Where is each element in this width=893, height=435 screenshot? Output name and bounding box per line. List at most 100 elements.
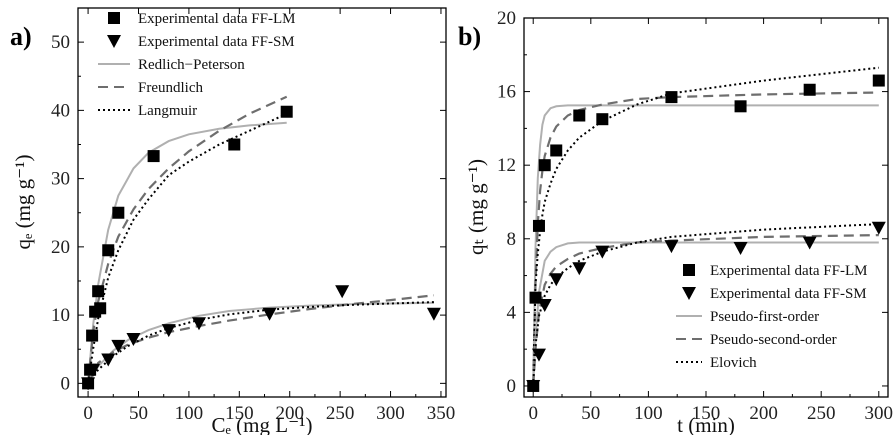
legend-label: Experimental data FF-SM	[710, 286, 867, 302]
y-tick-label: 12	[497, 155, 516, 176]
legend-symbol	[108, 12, 120, 24]
x-tick-label: 250	[326, 403, 355, 424]
data-point	[280, 105, 293, 118]
data-point	[526, 379, 541, 393]
y-tick-label: 0	[507, 376, 517, 397]
x-axis-label: Cₑ (mg L⁻¹)	[212, 413, 313, 435]
data-point	[335, 285, 350, 299]
data-point	[111, 339, 126, 353]
legend-label: Pseudo-first-order	[710, 309, 819, 325]
data-point	[101, 353, 116, 367]
data-point	[94, 302, 107, 315]
data-point	[872, 74, 885, 87]
data-point	[803, 83, 816, 96]
legend-label: Experimental data FF-SM	[138, 34, 295, 50]
data-point	[802, 236, 817, 250]
data-point	[572, 262, 587, 276]
series-line	[87, 301, 434, 384]
x-tick-label: 300	[376, 403, 405, 424]
legend: Experimental data FF-LM Experimental data…	[98, 11, 295, 119]
legend-symbol	[107, 35, 121, 48]
data-point	[573, 109, 586, 122]
data-point	[86, 363, 101, 377]
data-point	[549, 273, 564, 287]
plot-frame	[77, 7, 447, 398]
legend: Experimental data FF-LM Experimental data…	[676, 263, 867, 371]
x-tick-label: 250	[807, 403, 836, 424]
data-point	[595, 245, 610, 259]
data-point	[228, 138, 241, 151]
series-line-pseudo-first-order	[532, 104, 879, 387]
series-line	[532, 234, 879, 387]
legend-label: Freundlich	[138, 80, 203, 96]
y-tick-label: 0	[61, 373, 71, 394]
data-point	[92, 285, 105, 298]
data-point	[538, 159, 551, 172]
legend-label: Pseudo-second-order	[710, 332, 837, 348]
series-line-elovich	[532, 66, 879, 387]
x-axis-label: t (min)	[677, 413, 735, 435]
data-point	[126, 332, 141, 346]
data-point	[733, 241, 748, 255]
y-tick-label: 40	[51, 100, 70, 121]
data-point	[529, 291, 542, 304]
data-point	[550, 144, 563, 157]
legend-symbol	[682, 287, 696, 300]
legend-label: Langmuir	[138, 103, 197, 119]
data-point	[664, 240, 679, 254]
data-point	[102, 244, 115, 257]
data-point	[871, 221, 886, 235]
y-tick-label: 4	[507, 302, 517, 323]
series-line-langmuir	[87, 112, 288, 384]
legend-label: Experimental data FF-LM	[710, 263, 867, 279]
x-tick-label: 300	[865, 403, 893, 424]
legend-label: Experimental data FF-LM	[138, 11, 295, 27]
x-tick-label: 0	[83, 403, 93, 424]
data-point	[596, 113, 609, 126]
legend-symbol	[683, 264, 695, 276]
x-tick-label: 200	[275, 403, 304, 424]
series-line-freundlich	[87, 95, 288, 384]
data-point	[161, 324, 176, 338]
x-tick-label: 100	[634, 403, 663, 424]
plot-area	[81, 95, 441, 391]
y-tick-label: 16	[497, 82, 516, 103]
data-point	[734, 100, 747, 113]
series-line	[87, 301, 434, 384]
x-tick-label: 200	[749, 403, 778, 424]
data-point	[191, 317, 206, 331]
chart-panel-a: 0 50 100 150 200 250 300 350 0 10 20 30 40 50 Cₑ (mg L…	[10, 7, 456, 435]
data-point	[86, 329, 99, 342]
x-tick-label: 100	[175, 403, 204, 424]
data-point	[426, 307, 441, 321]
data-point	[112, 206, 125, 219]
data-point	[147, 150, 160, 163]
y-tick-label: 10	[51, 305, 70, 326]
chart-panel-b: 0 50 100 150 200 250 300 0 4 8 12 16 20 t (min) qₜ (mg…	[458, 8, 893, 435]
x-tick-label: 350	[427, 403, 456, 424]
data-point	[537, 299, 552, 313]
plot-area	[526, 66, 886, 393]
data-point	[532, 219, 545, 232]
x-tick-label: 150	[692, 403, 721, 424]
legend-label: Redlich−Peterson	[138, 57, 245, 73]
y-tick-label: 50	[51, 32, 70, 53]
panel-label: b)	[458, 22, 481, 51]
series-line	[532, 223, 879, 387]
y-axis-label: qₜ (mg g⁻¹)	[464, 159, 488, 255]
y-tick-label: 30	[51, 169, 70, 190]
y-tick-label: 20	[497, 8, 516, 29]
panel-label: a)	[10, 22, 32, 51]
data-point	[665, 91, 678, 104]
data-point	[531, 348, 546, 362]
data-point	[81, 377, 96, 391]
legend-label: Elovich	[710, 355, 757, 371]
y-axis-label: qₑ (mg g⁻¹)	[11, 154, 35, 249]
x-tick-label: 0	[528, 403, 538, 424]
x-tick-label: 50	[129, 403, 148, 424]
series-line-pseudo-second-order	[532, 91, 879, 387]
data-point	[262, 307, 277, 321]
x-tick-label: 50	[581, 403, 600, 424]
x-tick-label: 150	[225, 403, 254, 424]
